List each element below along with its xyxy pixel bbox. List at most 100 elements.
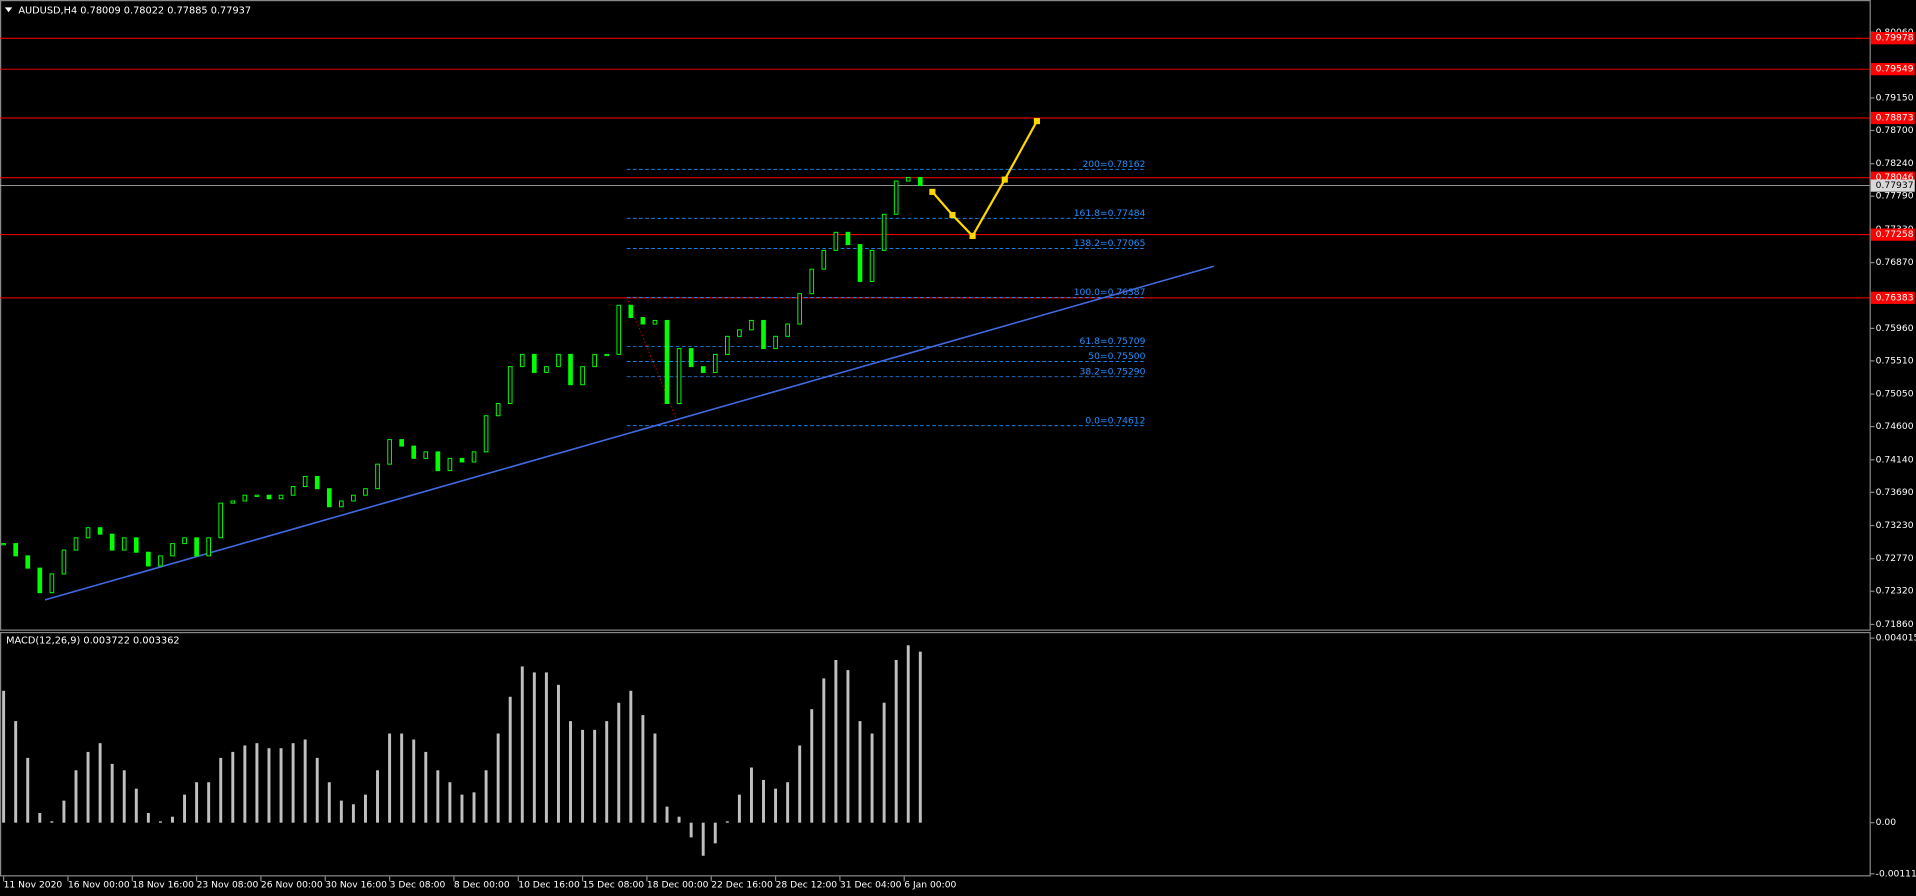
x-tick-label: 16 Nov 00:00: [68, 879, 130, 890]
candle: [616, 304, 622, 355]
projection-point: [949, 211, 956, 219]
y-tick-label: 0.73690: [1876, 487, 1914, 498]
candle: [423, 451, 429, 459]
macd-bar: [207, 782, 211, 823]
macd-bar: [544, 672, 548, 823]
macd-bar: [38, 813, 42, 823]
macd-bar: [906, 645, 910, 823]
y-tick-label: 0.71860: [1876, 619, 1914, 630]
projection-point: [1033, 118, 1040, 125]
y-tick-label: 0.00: [1876, 817, 1897, 828]
macd-bar: [219, 757, 223, 823]
projection-point: [1001, 176, 1008, 183]
candle: [893, 180, 899, 215]
level-price-label: 0.79549: [1876, 64, 1914, 75]
level-price-label: 0.78046: [1876, 172, 1914, 183]
y-tick-label: 0.72770: [1876, 553, 1914, 564]
level-price-label: 0.79978: [1876, 33, 1914, 44]
candle: [218, 502, 224, 539]
macd-bar: [749, 767, 753, 823]
macd-bar: [267, 748, 271, 823]
macd-bar: [14, 721, 18, 823]
candle: [447, 457, 453, 472]
macd-bar: [26, 757, 30, 823]
candle: [688, 348, 694, 368]
level-price-box: [1870, 111, 1915, 125]
candle: [146, 551, 151, 567]
candle: [833, 231, 839, 251]
candle: [49, 573, 55, 594]
candle: [495, 402, 501, 417]
x-tick-label: 10 Dec 16:00: [518, 879, 580, 890]
macd-bar: [641, 715, 645, 823]
candle: [737, 329, 742, 337]
macd-bar: [653, 733, 657, 823]
candle: [290, 486, 296, 496]
x-tick-label: 30 Nov 16:00: [325, 879, 387, 890]
level-price-label: 0.78873: [1876, 113, 1914, 124]
macd-bar: [834, 659, 838, 823]
macd-bar: [556, 684, 560, 823]
trendline: [44, 265, 1215, 601]
macd-bar: [822, 678, 826, 823]
macd-bar: [134, 788, 138, 823]
candle: [797, 293, 803, 325]
plot-layer: 0.800600.791500.787000.782400.777900.773…: [0, 27, 1916, 890]
x-tick-label: 11 Nov 2020: [4, 879, 63, 890]
macd-bar: [62, 800, 66, 823]
macd-bar: [665, 806, 669, 823]
candle: [845, 231, 851, 246]
symbol-menu-arrow[interactable]: [4, 7, 13, 13]
macd-header: MACD(12,26,9) 0.003722 0.003362: [6, 636, 180, 647]
y-tick-label: 0.75510: [1876, 355, 1914, 366]
candle: [917, 176, 923, 187]
y-tick-label: 0.004015: [1876, 633, 1916, 644]
macd-pane-frame: [0, 631, 1871, 877]
candle: [761, 319, 766, 350]
candle: [712, 353, 718, 373]
macd-bar: [231, 751, 235, 823]
y-tick-label: 0.72320: [1876, 586, 1914, 597]
macd-bar: [255, 743, 259, 823]
candle: [580, 366, 585, 386]
candle: [278, 494, 284, 500]
candle: [556, 353, 561, 368]
candle: [254, 494, 260, 497]
macd-bar: [50, 821, 54, 823]
candle: [652, 319, 658, 325]
macd-bar: [701, 822, 705, 856]
candle: [339, 500, 344, 508]
candle: [821, 249, 827, 270]
macd-bar: [617, 702, 621, 823]
macd-bar: [183, 794, 187, 823]
level-price-box: [1870, 63, 1915, 76]
level-price-box: [1870, 291, 1915, 304]
y-tick-label: 0.78700: [1876, 125, 1914, 136]
x-tick-label: 26 Nov 00:00: [261, 879, 323, 890]
macd-bar: [351, 804, 355, 823]
candle: [411, 445, 417, 459]
macd-bar: [762, 779, 765, 823]
fib-label: 138.2=0.77065: [1074, 238, 1146, 249]
candle: [881, 213, 887, 251]
candle: [387, 439, 392, 465]
candle: [568, 353, 573, 386]
x-tick-label: 23 Nov 08:00: [197, 879, 259, 890]
candle: [640, 317, 646, 325]
candle: [351, 494, 356, 502]
bid-price-label: 0.77937: [1876, 180, 1914, 191]
candle: [242, 494, 248, 502]
macd-bar: [315, 757, 319, 823]
fib-label: 61.8=0.75709: [1080, 336, 1146, 347]
macd-bar: [364, 794, 367, 823]
y-tick-label: 0.78240: [1876, 158, 1914, 169]
candle: [206, 537, 211, 557]
macd-bar: [605, 721, 609, 823]
candle: [133, 537, 139, 553]
fib-label: 0.0=0.74612: [1085, 415, 1145, 426]
x-tick-label: 6 Jan 00:00: [904, 879, 956, 890]
candle: [869, 249, 875, 282]
level-price-label: 0.76383: [1876, 292, 1914, 303]
